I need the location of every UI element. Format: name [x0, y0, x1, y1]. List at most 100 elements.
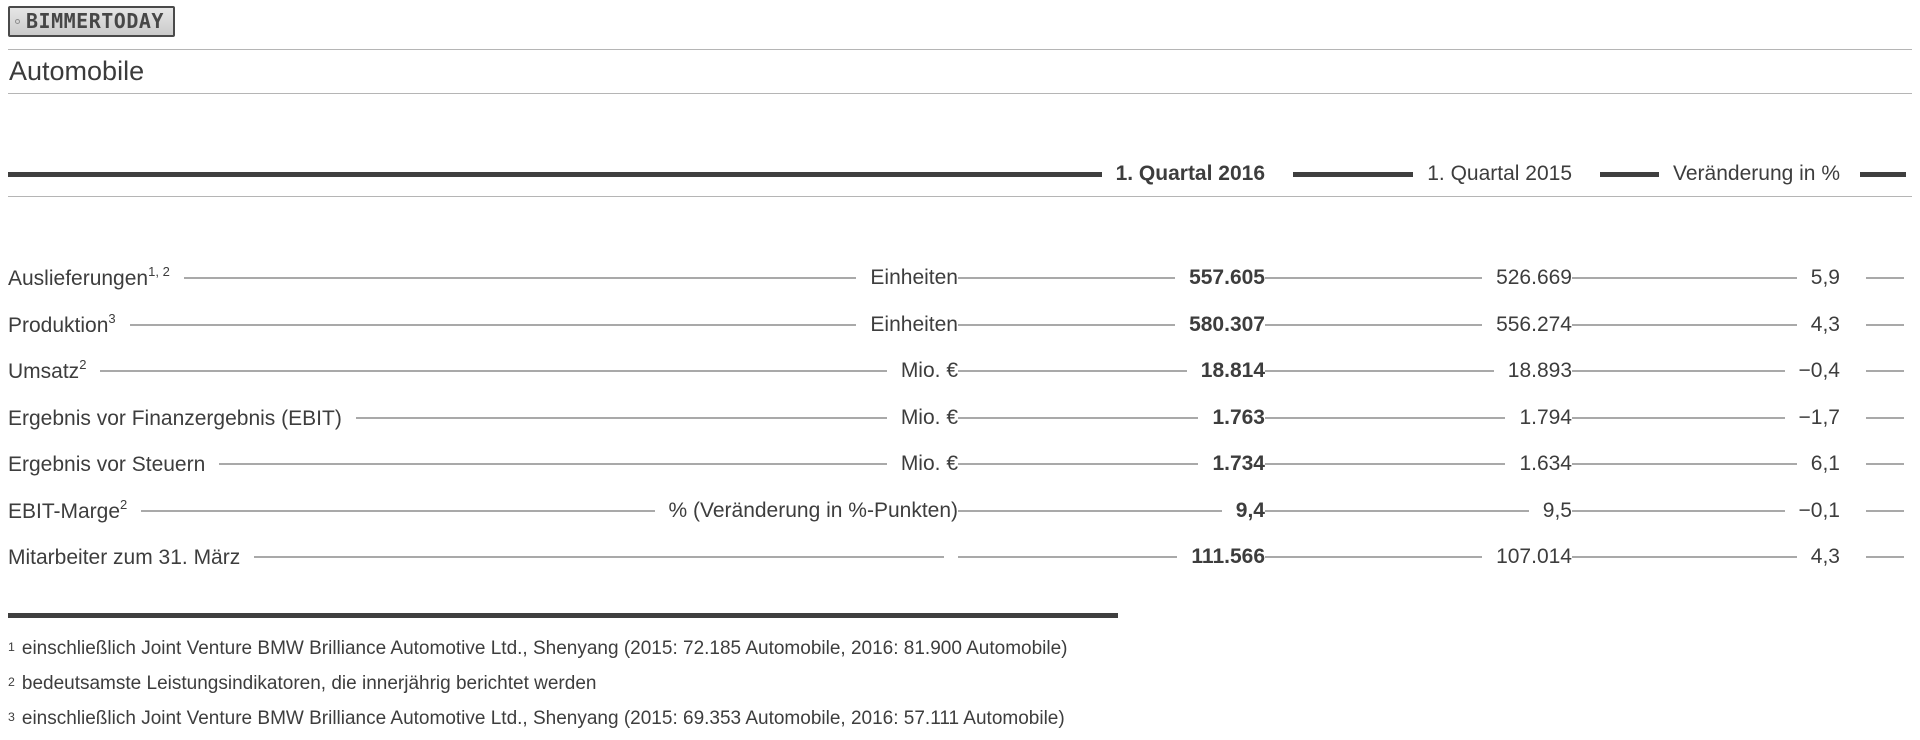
column-header-q1-2015: 1. Quartal 2015 [1427, 162, 1572, 185]
cell-q1-2015: 526.669 [1265, 266, 1572, 290]
table-body: Auslieferungen1, 2 Einheiten 557.605 526… [8, 255, 1912, 581]
value-q1-2016: 1.734 [1212, 452, 1265, 476]
leader-line [1572, 370, 1785, 373]
row-footnote-marker: 1, 2 [148, 264, 170, 280]
cell-q1-2016: 1.734 [958, 452, 1265, 476]
row-label-cell: Ergebnis vor Steuern Mio. € [8, 451, 958, 477]
leader-line [1572, 416, 1785, 419]
row-label-cell: Mitarbeiter zum 31. März [8, 544, 958, 570]
value-change: −0,4 [1798, 359, 1840, 383]
divider [8, 49, 1912, 50]
table-row: Mitarbeiter zum 31. März 111.566 107.014… [8, 534, 1912, 581]
leader-line [1265, 277, 1483, 280]
row-label: Umsatz2 [8, 357, 87, 384]
value-q1-2016: 1.763 [1212, 405, 1265, 429]
divider [8, 612, 1118, 618]
cell-q1-2016: 580.307 [958, 313, 1265, 337]
footnote-text: einschließlich Joint Venture BMW Brillia… [21, 638, 1068, 659]
row-label: Produktion3 [8, 310, 116, 337]
leader-line [1265, 370, 1494, 373]
table-row: Produktion3 Einheiten 580.307 556.274 4,… [8, 302, 1912, 349]
header-rule-segment [1293, 171, 1414, 177]
table-header-row: 1. Quartal 2016 1. Quartal 2015 Veränder… [8, 156, 1912, 192]
leader-line [129, 323, 857, 326]
cell-change: 5,9 [1572, 266, 1840, 290]
value-q1-2016: 580.307 [1189, 312, 1265, 336]
row-unit: Einheiten [870, 312, 958, 336]
footnote: 3 einschließlich Joint Venture BMW Brill… [8, 702, 1912, 737]
cell-change: 4,3 [1572, 545, 1840, 569]
header-rule-segment [1860, 171, 1906, 177]
divider [8, 196, 1912, 197]
footnote-text: einschließlich Joint Venture BMW Brillia… [21, 708, 1065, 729]
cell-q1-2016: 557.605 [958, 266, 1265, 290]
page-title: Automobile [9, 56, 145, 86]
header-cell-change: Veränderung in % [1572, 162, 1840, 186]
value-q1-2016: 111.566 [1191, 545, 1265, 569]
leader-line [1866, 463, 1904, 466]
row-unit: Mio. € [900, 359, 958, 383]
row-unit: Einheiten [870, 266, 958, 290]
cell-q1-2016: 18.814 [958, 359, 1265, 383]
value-change: 5,9 [1810, 266, 1840, 290]
value-q1-2015: 526.669 [1496, 266, 1572, 290]
bimmertoday-logo-text: BIMMERTODAY [26, 9, 164, 33]
leader-line [958, 370, 1187, 373]
bimmertoday-logo: BIMMERTODAY [8, 6, 175, 37]
leader-line [1572, 323, 1797, 326]
cell-q1-2015: 1.634 [1265, 452, 1572, 476]
row-label: EBIT-Marge2 [8, 496, 128, 523]
value-q1-2015: 9,5 [1542, 498, 1572, 522]
leader-line [1572, 556, 1797, 559]
row-label-cell: Auslieferungen1, 2 Einheiten [8, 264, 958, 291]
leader-line [219, 463, 887, 466]
cell-change: −0,1 [1572, 499, 1840, 523]
value-change: 6,1 [1810, 452, 1840, 476]
row-footnote-marker: 2 [79, 357, 87, 373]
row-unit: Mio. € [900, 405, 958, 429]
leader-line [1866, 416, 1904, 419]
leader-line [1265, 556, 1483, 559]
leader-line [958, 556, 1178, 559]
value-q1-2015: 1.634 [1519, 452, 1572, 476]
leader-line [1265, 416, 1506, 419]
value-change: −1,7 [1798, 405, 1840, 429]
row-footnote-marker: 3 [108, 310, 116, 326]
value-change: −0,1 [1798, 498, 1840, 522]
table-row: Umsatz2 Mio. € 18.814 18.893 −0,4 [8, 348, 1912, 395]
leader-line [958, 323, 1176, 326]
value-q1-2015: 556.274 [1496, 312, 1572, 336]
cell-change: −1,7 [1572, 406, 1840, 430]
leader-line [355, 416, 887, 419]
row-footnote-marker: 2 [120, 496, 128, 512]
cell-q1-2015: 9,5 [1265, 499, 1572, 523]
value-q1-2015: 18.893 [1507, 359, 1572, 383]
table-row: Ergebnis vor Finanzergebnis (EBIT) Mio. … [8, 395, 1912, 442]
leader-line [958, 416, 1199, 419]
table-row: EBIT-Marge2 % (Veränderung in %-Punkten)… [8, 488, 1912, 535]
leader-line [1866, 556, 1904, 559]
value-q1-2015: 1.794 [1519, 405, 1572, 429]
row-label-cell: Ergebnis vor Finanzergebnis (EBIT) Mio. … [8, 405, 958, 431]
leader-line [183, 277, 857, 280]
row-label: Ergebnis vor Finanzergebnis (EBIT) [8, 406, 342, 430]
header-rule-segment [8, 171, 1102, 177]
leader-line [254, 556, 944, 559]
leader-line [1265, 509, 1529, 512]
row-label-cell: Produktion3 Einheiten [8, 310, 958, 338]
row-unit: % (Veränderung in %-Punkten) [668, 498, 959, 522]
row-label: Mitarbeiter zum 31. März [8, 546, 241, 570]
table-row: Auslieferungen1, 2 Einheiten 557.605 526… [8, 255, 1912, 302]
leader-line [1866, 323, 1904, 326]
footnote: 1 einschließlich Joint Venture BMW Brill… [8, 632, 1912, 667]
header-rule-segment [1600, 171, 1660, 177]
leader-line [1265, 323, 1483, 326]
leader-line [141, 509, 655, 512]
cell-q1-2015: 1.794 [1265, 406, 1572, 430]
footnote: 2 bedeutsamste Leistungsindikatoren, die… [8, 667, 1912, 702]
cell-change: −0,4 [1572, 359, 1840, 383]
cell-q1-2015: 107.014 [1265, 545, 1572, 569]
row-unit: Mio. € [900, 452, 958, 476]
footnote-marker: 1 [8, 640, 15, 654]
